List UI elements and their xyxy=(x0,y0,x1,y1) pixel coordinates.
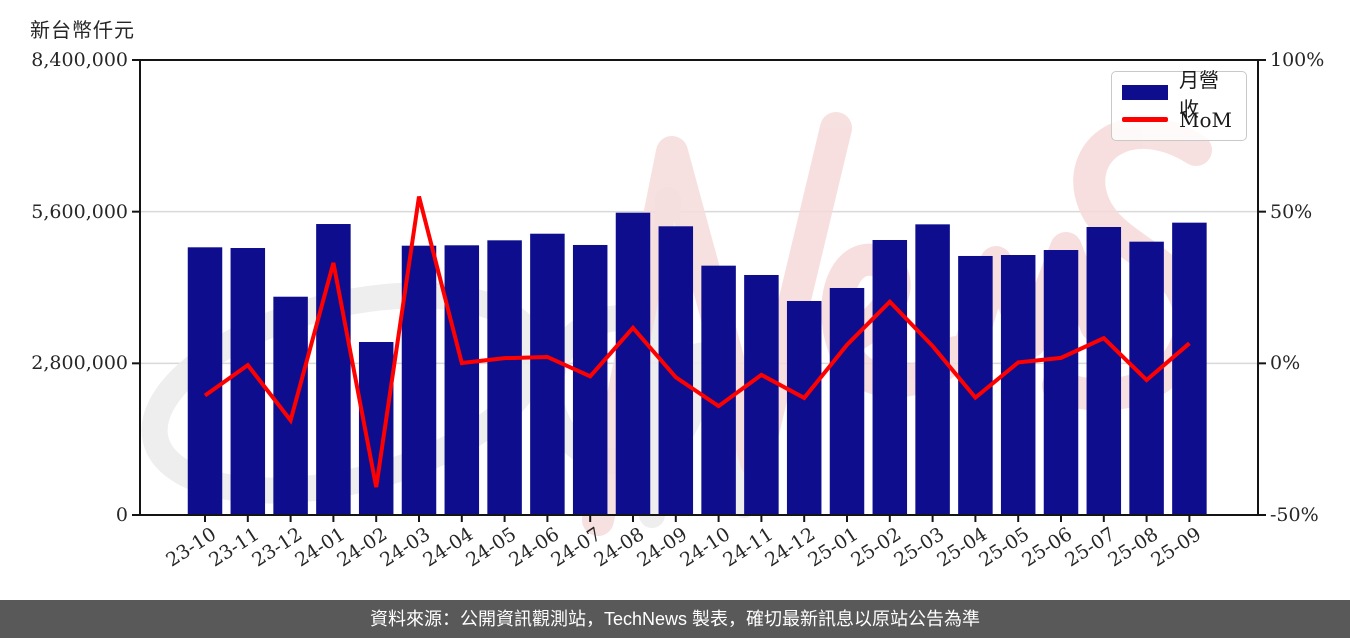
legend: 月營收 MoM xyxy=(1111,68,1247,141)
revenue-bar-24-05 xyxy=(487,240,522,515)
revenue-bar-24-12 xyxy=(786,300,822,515)
mom-polyline xyxy=(203,196,1191,488)
y-tick-label-right: 0% xyxy=(1270,352,1301,375)
revenue-bar-25-02 xyxy=(872,239,908,515)
y-tick-label-left: 2,800,000 xyxy=(31,352,128,375)
revenue-bar-24-04 xyxy=(444,245,480,515)
legend-revenue-label: 月營收 xyxy=(1179,67,1219,121)
y-axis-title: 新台幣仟元 xyxy=(30,18,135,42)
revenue-bar-25-07 xyxy=(1086,226,1122,515)
revenue-bar-24-11 xyxy=(744,274,779,515)
revenue-bars xyxy=(187,212,1207,516)
legend-item-revenue: 月營收 xyxy=(1122,68,1236,121)
revenue-bar-24-03 xyxy=(401,245,437,515)
revenue-bar-24-10 xyxy=(701,265,736,515)
revenue-swatch-icon xyxy=(1122,85,1168,100)
revenue-bar-23-10 xyxy=(187,247,223,515)
revenue-bar-24-09 xyxy=(658,226,694,515)
y-tick-label-right: 50% xyxy=(1270,200,1313,223)
revenue-bar-25-01 xyxy=(829,287,865,515)
y-tick-label-right: 100% xyxy=(1270,49,1325,71)
revenue-bar-24-07 xyxy=(572,244,608,515)
y-tick-label-left: 0 xyxy=(115,504,128,526)
mom-line-swatch-icon xyxy=(1122,117,1168,122)
y-tick-label-left: 8,400,000 xyxy=(31,49,128,71)
source-footer: 資料來源：公開資訊觀測站，TechNews 製表，確切最新訊息以原站公告為準 xyxy=(0,600,1350,638)
revenue-bar-25-09 xyxy=(1172,222,1207,515)
mom-line xyxy=(203,196,1191,488)
revenue-bar-25-05 xyxy=(1000,255,1036,515)
legend-item-mom: MoM xyxy=(1122,106,1236,133)
chart-canvas xyxy=(132,59,1266,536)
axis-ticks xyxy=(132,59,1266,522)
y-tick-label-right: -50% xyxy=(1270,504,1319,526)
revenue-bar-25-03 xyxy=(915,224,950,515)
revenue-bar-25-06 xyxy=(1043,250,1079,515)
plot-frame xyxy=(139,59,1259,516)
revenue-bar-24-08 xyxy=(615,212,651,515)
legend-mom-label: MoM xyxy=(1179,107,1232,132)
y-tick-label-left: 5,600,000 xyxy=(31,200,128,223)
revenue-bar-24-06 xyxy=(530,233,565,515)
